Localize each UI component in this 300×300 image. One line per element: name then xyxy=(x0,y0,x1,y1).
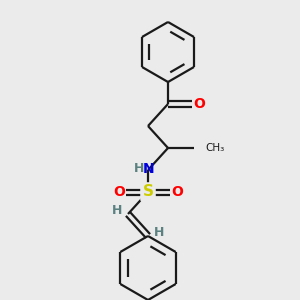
Text: S: S xyxy=(142,184,154,200)
Text: H: H xyxy=(154,226,164,238)
Text: O: O xyxy=(171,185,183,199)
Text: O: O xyxy=(113,185,125,199)
Text: CH₃: CH₃ xyxy=(205,143,224,153)
Text: O: O xyxy=(193,97,205,111)
Text: H: H xyxy=(134,163,144,176)
Text: N: N xyxy=(143,162,155,176)
Text: H: H xyxy=(112,203,122,217)
